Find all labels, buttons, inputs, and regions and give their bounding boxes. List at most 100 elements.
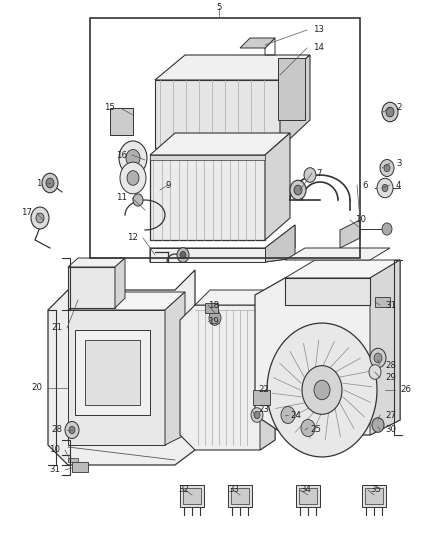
Text: 3: 3 — [396, 158, 402, 167]
Polygon shape — [370, 260, 400, 435]
Polygon shape — [68, 267, 115, 308]
Text: 25: 25 — [310, 425, 321, 434]
Circle shape — [384, 164, 390, 172]
Circle shape — [177, 248, 189, 262]
Text: 16: 16 — [116, 150, 127, 159]
Polygon shape — [68, 258, 125, 267]
Text: 23: 23 — [258, 406, 269, 415]
Circle shape — [126, 149, 140, 166]
Polygon shape — [362, 485, 386, 507]
Circle shape — [65, 422, 79, 439]
Circle shape — [369, 365, 381, 379]
Circle shape — [370, 348, 386, 368]
Text: 20: 20 — [31, 384, 42, 392]
Text: 29: 29 — [385, 374, 396, 383]
Circle shape — [302, 366, 342, 414]
Text: 21: 21 — [51, 324, 62, 333]
Polygon shape — [340, 220, 360, 248]
Circle shape — [69, 426, 75, 434]
Text: 32: 32 — [178, 486, 189, 495]
Circle shape — [377, 178, 393, 198]
Circle shape — [372, 418, 384, 432]
Polygon shape — [48, 270, 195, 465]
Polygon shape — [72, 462, 88, 472]
Circle shape — [119, 141, 147, 175]
Circle shape — [267, 323, 377, 457]
Text: 31: 31 — [49, 465, 60, 474]
Polygon shape — [195, 290, 275, 305]
Polygon shape — [68, 458, 78, 462]
Polygon shape — [255, 260, 400, 435]
Circle shape — [314, 380, 330, 400]
Text: 22: 22 — [258, 385, 269, 394]
Polygon shape — [280, 55, 310, 148]
Circle shape — [46, 178, 54, 188]
Polygon shape — [228, 485, 252, 507]
Text: 28: 28 — [51, 425, 62, 434]
Polygon shape — [180, 290, 275, 450]
Text: 34: 34 — [300, 486, 311, 495]
Text: 33: 33 — [228, 486, 239, 495]
Text: 15: 15 — [104, 103, 115, 112]
Polygon shape — [231, 488, 249, 504]
Circle shape — [209, 311, 221, 325]
Circle shape — [180, 252, 186, 259]
Circle shape — [382, 184, 388, 192]
Text: 30: 30 — [385, 425, 396, 434]
Polygon shape — [205, 303, 218, 313]
Circle shape — [127, 171, 139, 185]
Polygon shape — [285, 260, 400, 278]
Polygon shape — [68, 292, 185, 310]
Circle shape — [251, 408, 263, 422]
Polygon shape — [68, 310, 165, 445]
Circle shape — [31, 207, 49, 229]
Circle shape — [254, 411, 260, 418]
Text: 10: 10 — [49, 446, 60, 455]
Polygon shape — [285, 248, 390, 260]
Text: 2: 2 — [396, 103, 402, 112]
Polygon shape — [278, 58, 305, 120]
Text: 4: 4 — [396, 181, 402, 190]
Text: 6: 6 — [362, 181, 367, 190]
Text: 11: 11 — [116, 193, 127, 203]
Polygon shape — [265, 133, 290, 240]
Text: 19: 19 — [208, 318, 219, 327]
Circle shape — [301, 419, 315, 437]
Text: 18: 18 — [208, 301, 219, 310]
Polygon shape — [240, 38, 275, 48]
Text: 14: 14 — [313, 44, 324, 52]
Text: 5: 5 — [216, 4, 222, 12]
Polygon shape — [265, 225, 295, 262]
Circle shape — [294, 185, 302, 195]
Polygon shape — [150, 248, 265, 262]
Text: 26: 26 — [400, 385, 411, 394]
Text: 13: 13 — [313, 26, 324, 35]
Polygon shape — [375, 297, 390, 307]
Polygon shape — [110, 108, 133, 135]
Polygon shape — [180, 485, 204, 507]
Circle shape — [42, 173, 58, 193]
Polygon shape — [150, 155, 265, 160]
Text: 1: 1 — [36, 179, 42, 188]
Polygon shape — [150, 155, 265, 240]
Circle shape — [133, 194, 143, 206]
Text: 31: 31 — [385, 301, 396, 310]
Polygon shape — [85, 340, 140, 405]
Text: 28: 28 — [385, 360, 396, 369]
Circle shape — [304, 168, 316, 182]
Bar — [90, 18, 360, 258]
Circle shape — [380, 159, 394, 176]
Circle shape — [386, 107, 394, 117]
Polygon shape — [155, 55, 310, 80]
Text: 7: 7 — [316, 168, 321, 177]
Text: 27: 27 — [385, 410, 396, 419]
Polygon shape — [285, 278, 370, 305]
Text: 24: 24 — [290, 410, 301, 419]
Circle shape — [36, 213, 44, 223]
Polygon shape — [150, 133, 290, 155]
Polygon shape — [260, 290, 275, 450]
Circle shape — [374, 353, 382, 363]
Circle shape — [382, 223, 392, 235]
Polygon shape — [296, 485, 320, 507]
Text: 17: 17 — [21, 208, 32, 217]
